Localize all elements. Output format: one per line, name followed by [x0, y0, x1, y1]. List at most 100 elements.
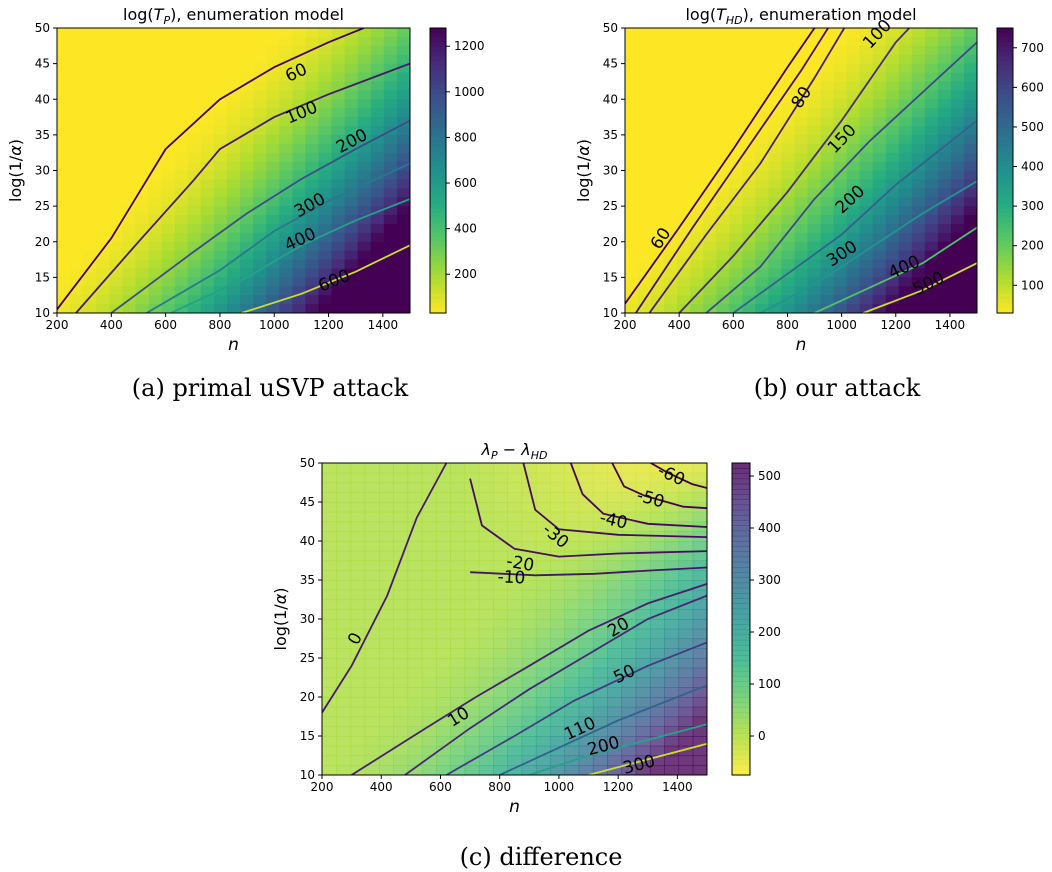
heatmap-cell [292, 268, 306, 278]
heatmap-cell [450, 667, 466, 679]
colorbar-step [732, 515, 750, 521]
heatmap-cell [781, 241, 796, 252]
heatmap-cell [859, 223, 874, 234]
heatmap-cell [729, 206, 743, 216]
heatmap-cell [535, 472, 551, 484]
heatmap-cell [226, 90, 241, 100]
heatmap-cell [200, 197, 215, 207]
heatmap-cell [794, 54, 809, 65]
heatmap-cell [344, 188, 359, 198]
heatmap-cell [521, 619, 537, 630]
heatmap-cell [768, 188, 783, 198]
colorbar-tick-label: 300 [758, 573, 781, 587]
heatmap-cell [379, 697, 394, 708]
heatmap-cell [690, 63, 704, 74]
heatmap-cell [305, 250, 320, 261]
heatmap-cell [678, 726, 694, 737]
heatmap-cell [379, 619, 394, 630]
contour-line-400 [814, 226, 977, 313]
contour-line-400 [170, 198, 410, 313]
heatmap-cell [279, 232, 293, 243]
heatmap-cell [729, 295, 743, 305]
heatmap-cell [578, 472, 594, 484]
heatmap-cell [383, 72, 398, 83]
heatmap-cell [407, 736, 423, 747]
heatmap-cell [846, 223, 861, 234]
heatmap-cell [690, 161, 704, 172]
heatmap-cell [393, 638, 409, 649]
heatmap-cell [478, 560, 494, 571]
heatmap-cell [781, 72, 796, 83]
heatmap-cell [950, 215, 965, 225]
heatmap-cell [635, 706, 651, 718]
heatmap-cell [450, 511, 466, 523]
heatmap-cell [950, 63, 965, 74]
heatmap-cell [135, 304, 150, 313]
heatmap-cell [872, 197, 887, 207]
heatmap-cell [638, 241, 652, 252]
heatmap-cell [122, 259, 137, 270]
heatmap-cell [768, 259, 783, 270]
heatmap-cell [963, 45, 977, 56]
heatmap-cell [279, 143, 293, 154]
heatmap-cell [638, 143, 652, 154]
heatmap-cell [664, 599, 680, 610]
heatmap-cell [161, 232, 176, 243]
heatmap-cell [336, 580, 352, 591]
x-axis-label: n [228, 335, 239, 355]
heatmap-cell [550, 687, 566, 698]
heatmap-cell [450, 638, 466, 649]
heatmap-cell [174, 250, 189, 261]
heatmap-cell [564, 531, 580, 542]
heatmap-cell [213, 223, 228, 234]
heatmap-cell [174, 99, 189, 109]
heatmap-cell [649, 570, 665, 581]
colorbar-step [430, 165, 446, 172]
heatmap-cell [187, 63, 202, 74]
heatmap-cell [240, 206, 254, 216]
heatmap-cell [357, 108, 372, 118]
heatmap-cell [393, 697, 409, 708]
heatmap-cell [729, 117, 743, 127]
heatmap-cell [963, 241, 977, 252]
heatmap-cell [493, 667, 508, 679]
colorbar-step [732, 639, 750, 646]
heatmap-cell [635, 580, 651, 591]
heatmap-cell [820, 99, 835, 109]
heatmap-cell [331, 36, 346, 47]
heatmap-cell [148, 250, 163, 261]
heatmap-cell [364, 716, 380, 727]
heatmap-cell [464, 706, 480, 718]
heatmap-cell [755, 108, 770, 118]
heatmap-cell [692, 716, 707, 727]
heatmap-cell [393, 716, 409, 727]
y-tick-label: 20 [35, 235, 50, 249]
heatmap-cell [651, 134, 665, 145]
heatmap-cell [807, 134, 822, 145]
heatmap-cell [240, 90, 254, 100]
heatmap-cell [213, 90, 228, 100]
heatmap-cell [148, 28, 163, 38]
heatmap-cell [507, 628, 523, 640]
heatmap-cell [794, 304, 809, 313]
heatmap-cell [729, 241, 743, 252]
heatmap-cell [885, 54, 900, 65]
heatmap-cell [407, 619, 423, 630]
heatmap-cell [950, 179, 965, 189]
heatmap-cell [57, 161, 71, 172]
heatmap-cell [794, 170, 809, 181]
heatmap-cell [703, 36, 717, 47]
heatmap-cell [370, 197, 385, 207]
heatmap-cell [478, 541, 494, 552]
heatmap-cell [820, 277, 835, 287]
heatmap-cell [322, 619, 337, 630]
heatmap-cell [911, 54, 926, 65]
heatmap-cell [464, 745, 480, 757]
heatmap-cell [364, 658, 380, 669]
heatmap-cell [357, 81, 372, 91]
heatmap-cell [57, 36, 71, 47]
heatmap-cell [950, 277, 965, 287]
heatmap-cell [794, 215, 809, 225]
colorbar-step [997, 146, 1013, 153]
heatmap-cell [122, 28, 137, 38]
